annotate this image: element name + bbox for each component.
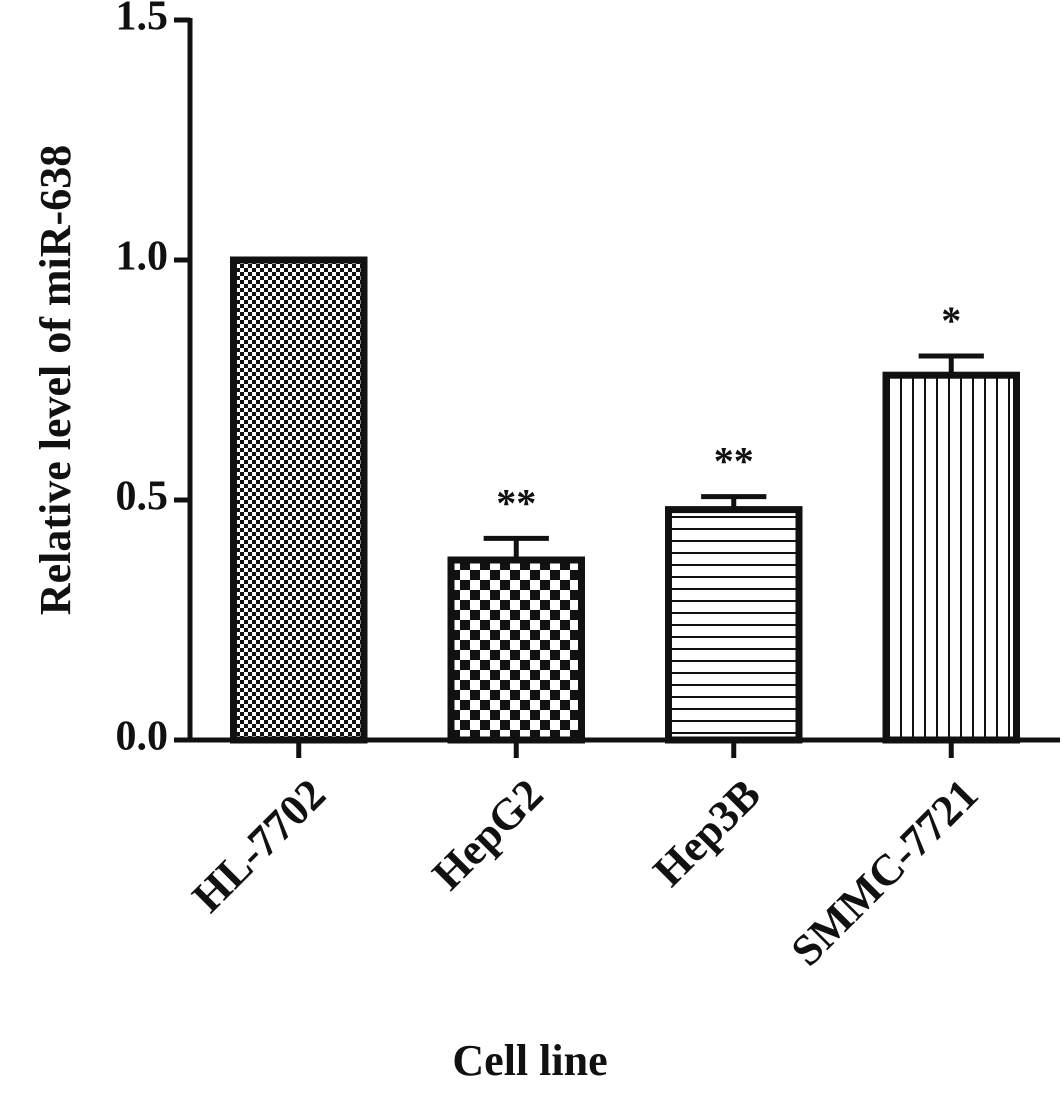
significance-label: ** (496, 480, 536, 525)
bar (230, 256, 368, 744)
x-axis-title: Cell line (452, 1036, 607, 1085)
y-tick-label: 0.0 (116, 714, 169, 760)
x-tick-label: HepG2 (423, 770, 553, 900)
significance-label: ** (714, 439, 754, 484)
y-tick-label: 1.0 (116, 234, 169, 280)
x-tick-label: SMMC-7721 (782, 770, 988, 976)
y-axis-title: Relative level of miR-638 (31, 145, 80, 615)
significance-label: * (941, 298, 961, 343)
x-tick-label: Hep3B (644, 770, 770, 896)
bar (447, 556, 585, 744)
y-tick-label: 1.5 (116, 0, 169, 40)
bar (882, 371, 1020, 744)
y-tick-label: 0.5 (116, 474, 169, 520)
x-tick-label: HL-7702 (183, 770, 335, 922)
bar (665, 506, 803, 744)
